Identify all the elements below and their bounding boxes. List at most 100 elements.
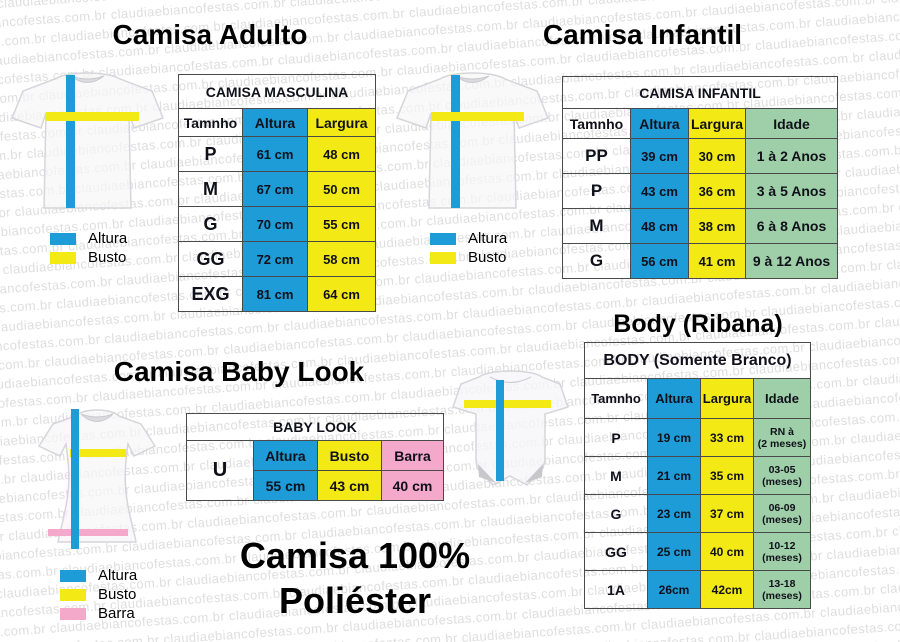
altura-cell: 23 cm	[647, 494, 701, 533]
largura-cell: 55 cm	[306, 206, 377, 242]
altura-cell: 43 cm	[630, 173, 689, 209]
table-row: M 21 cm 35 cm 03-05 (meses)	[584, 456, 811, 495]
busto-measure-line	[431, 112, 524, 121]
largura-cell: 41 cm	[688, 243, 746, 279]
table-header-row: Tamnho Altura Largura Idade	[584, 378, 811, 419]
size-header: Tamnho	[562, 108, 631, 139]
altura-header: Altura	[242, 108, 308, 137]
table-row: EXG 81 cm 64 cm	[178, 276, 377, 312]
altura-color-swatch	[60, 569, 86, 582]
size-cell: G	[584, 494, 648, 533]
onesie-shape	[452, 370, 569, 486]
altura-color-swatch	[50, 232, 76, 245]
adult-legend: Altura Busto	[50, 229, 127, 267]
size-cell: G	[562, 243, 631, 279]
idade-range: RN à	[770, 425, 794, 438]
largura-header: Largura	[700, 378, 754, 419]
barra-cell: 40 cm	[381, 470, 444, 501]
babylook-table-title: BABY LOOK	[186, 413, 444, 441]
babylook-section-title: Camisa Baby Look	[113, 356, 365, 387]
size-cell: U	[186, 440, 254, 501]
infantil-section-title: Camisa Infantil	[542, 19, 743, 50]
idade-unit: (meses)	[762, 475, 802, 488]
largura-cell: 40 cm	[700, 532, 754, 571]
largura-cell: 50 cm	[306, 171, 377, 207]
adult-section-title: Camisa Adulto	[112, 19, 308, 50]
table-row: G 70 cm 55 cm	[178, 206, 377, 242]
table-row: P 61 cm 48 cm	[178, 136, 377, 172]
legend-label: Busto	[98, 586, 137, 603]
idade-unit: (meses)	[762, 589, 802, 602]
legend-item-altura: Altura	[430, 229, 507, 248]
legend-item-altura: Altura	[60, 566, 137, 585]
largura-cell: 36 cm	[688, 173, 746, 209]
largura-header: Largura	[688, 108, 746, 139]
busto-color-swatch	[60, 588, 86, 601]
table-title-row: BABY LOOK	[186, 413, 444, 441]
idade-cell: 9 à 12 Anos	[744, 243, 839, 279]
babylook-legend: Altura Busto Barra	[60, 566, 137, 623]
largura-cell: 30 cm	[688, 138, 746, 174]
legend-label: Busto	[88, 249, 127, 266]
size-cell: GG	[178, 241, 243, 277]
infantil-table-title: CAMISA INFANTIL	[561, 76, 839, 109]
table-row: G 23 cm 37 cm 06-09 (meses)	[584, 494, 811, 533]
size-header: Tamnho	[178, 108, 243, 137]
idade-cell: 03-05 (meses)	[753, 456, 811, 495]
largura-cell: 35 cm	[700, 456, 754, 495]
table-row: 55 cm 43 cm 40 cm	[187, 470, 444, 501]
size-cell: M	[584, 456, 648, 495]
tshirt-shape	[37, 409, 157, 543]
envelope-neck-shape	[489, 376, 532, 384]
body-section-title: Body (Ribana)	[613, 310, 783, 338]
idade-unit: (meses)	[762, 513, 802, 526]
busto-measure-line	[46, 112, 139, 121]
altura-measure-line	[451, 75, 460, 208]
size-cell: P	[178, 136, 243, 172]
altura-cell: 70 cm	[242, 206, 308, 242]
idade-range: 03-05	[768, 463, 796, 476]
largura-cell: 48 cm	[306, 136, 377, 172]
baby-body-illustration	[452, 370, 569, 486]
tshirt-shape	[396, 72, 549, 209]
barra-measure-line	[48, 529, 128, 536]
altura-color-swatch	[430, 232, 456, 245]
infantil-legend: Altura Busto	[430, 229, 507, 267]
altura-cell: 81 cm	[242, 276, 308, 312]
busto-color-swatch	[50, 251, 76, 264]
legend-item-busto: Busto	[50, 248, 127, 267]
altura-measure-line	[496, 380, 504, 481]
size-cell: M	[562, 208, 631, 244]
table-title-row: CAMISA MASCULINA	[177, 74, 377, 109]
busto-header: Busto	[317, 440, 382, 471]
babylook-tshirt-illustration	[37, 409, 157, 549]
altura-cell: 56 cm	[630, 243, 689, 279]
body-table-title: BODY (Somente Branco)	[584, 342, 811, 379]
largura-cell: 33 cm	[700, 418, 754, 457]
size-cell: EXG	[178, 276, 243, 312]
idade-range: 13-18	[768, 577, 796, 590]
largura-cell: 64 cm	[306, 276, 377, 312]
barra-color-swatch	[60, 607, 86, 620]
table-row: M 48 cm 38 cm 6 à 8 Anos	[562, 208, 839, 244]
idade-cell: RN à (2 meses)	[753, 418, 811, 457]
table-row: PP 39 cm 30 cm 1 à 2 Anos	[562, 138, 839, 174]
size-cell: GG	[584, 532, 648, 571]
largura-cell: 42cm	[700, 570, 754, 609]
table-title-row: CAMISA INFANTIL	[561, 76, 839, 109]
idade-cell: 13-18 (meses)	[753, 570, 811, 609]
busto-cell: 43 cm	[317, 470, 382, 501]
size-cell: P	[584, 418, 648, 457]
largura-cell: 37 cm	[700, 494, 754, 533]
legend-label: Busto	[468, 249, 507, 266]
altura-header: Altura	[647, 378, 701, 419]
size-cell: G	[178, 206, 243, 242]
altura-measure-line	[66, 75, 75, 208]
table-row: P 43 cm 36 cm 3 à 5 Anos	[562, 173, 839, 209]
adult-size-table: CAMISA MASCULINA Tamnho Altura Largura P…	[177, 74, 377, 312]
idade-cell: 1 à 2 Anos	[744, 138, 839, 174]
footer-line-2: Poliéster	[278, 580, 432, 621]
altura-cell: 67 cm	[242, 171, 308, 207]
altura-cell: 19 cm	[647, 418, 701, 457]
